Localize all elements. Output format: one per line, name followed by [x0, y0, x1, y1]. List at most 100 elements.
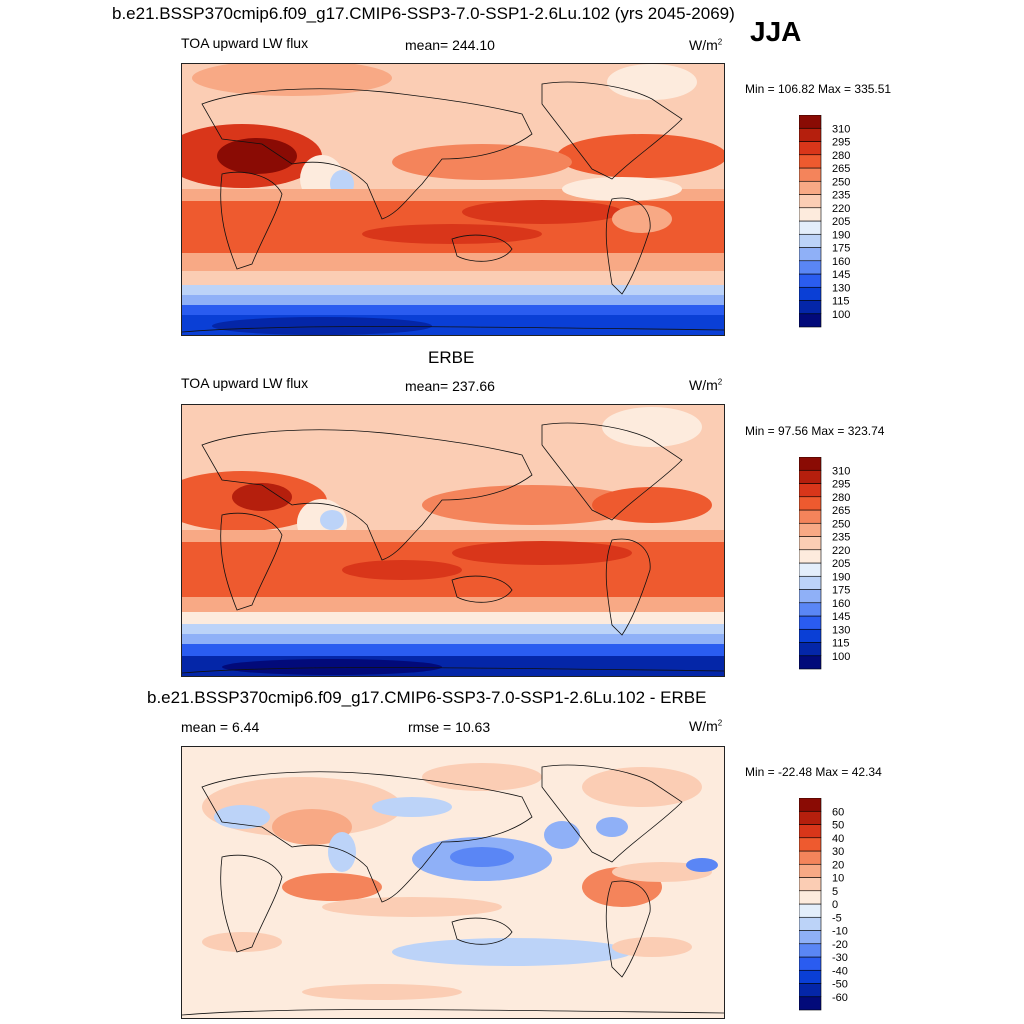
panel3-mean-label: mean = 6.44 [181, 719, 260, 735]
colorbar-2-box [798, 522, 822, 537]
colorbar-2-tick-label: 250 [832, 518, 850, 530]
colorbar-1-tick-label: 160 [832, 256, 850, 268]
panel3-units: W/m2 [689, 718, 723, 734]
colorbar-2-box [798, 536, 822, 551]
colorbar-3-box [798, 930, 822, 945]
colorbar-3: -60 -50 -40 -30 -20 -10 -5 0 5 10 20 30 40 50 60 [798, 797, 879, 1018]
map-panel-2 [181, 404, 725, 677]
colorbar-1-tick-label: 220 [832, 203, 850, 215]
map-model [182, 64, 724, 335]
colorbar-1-tick-label: 295 [832, 137, 850, 149]
colorbar-2-tick-label: 115 [832, 638, 850, 650]
colorbar-1-tick-label: 130 [832, 282, 850, 294]
colorbar-3-tick-label: 30 [832, 846, 844, 858]
colorbar-3-tick-label: 10 [832, 873, 844, 885]
colorbar-1-tick-label: 190 [832, 229, 850, 241]
colorbar-2-box [798, 483, 822, 498]
colorbar-2-box [798, 469, 822, 484]
colorbar-2-box [798, 496, 822, 511]
colorbar-3-box [798, 983, 822, 998]
colorbar-1-tick-label: 235 [832, 190, 850, 202]
colorbar-2-box [798, 628, 822, 643]
colorbar-1-box [798, 273, 822, 288]
colorbar-1-tick-label: 100 [832, 309, 850, 321]
colorbar-3-box [798, 877, 822, 892]
colorbar-2-tick-label: 100 [832, 651, 850, 663]
colorbar-1-box [798, 220, 822, 235]
colorbar-3-tick-label: -10 [832, 926, 848, 938]
colorbar-2-box [798, 602, 822, 617]
panel2-units: W/m2 [689, 377, 723, 393]
colorbar-1-box [798, 180, 822, 195]
colorbar-3-tick-label: 0 [832, 899, 838, 911]
colorbar-2-tick-label: 235 [832, 532, 850, 544]
panel2-left-label: TOA upward LW flux [181, 375, 309, 391]
colorbar-1-tick-label: 280 [832, 150, 850, 162]
map-difference [182, 747, 724, 1018]
colorbar-2: 100 115 130 145 160 175 190 205 220 235 250 265 280 2… [798, 456, 879, 677]
colorbar-1-box [798, 194, 822, 209]
colorbar-3-box [798, 824, 822, 839]
map-panel-1 [181, 63, 725, 336]
colorbar-2-tick-label: 220 [832, 545, 850, 557]
colorbar-3-box [798, 863, 822, 878]
colorbar-1-box [798, 114, 822, 129]
colorbar-3-tick-label: -30 [832, 952, 848, 964]
colorbar-1-tick-label: 145 [832, 269, 850, 281]
colorbar-2-tick-label: 130 [832, 624, 850, 636]
colorbar-1-tick-label: 115 [832, 296, 850, 308]
panel3-rmse-label: rmse = 10.63 [408, 719, 491, 735]
colorbar-1-box [798, 260, 822, 275]
colorbar-3-tick-label: -5 [832, 912, 842, 924]
colorbar-3-box [798, 916, 822, 931]
colorbar-3-tick-label: 60 [832, 806, 844, 818]
colorbar-3-tick-label: -20 [832, 939, 848, 951]
colorbar-3-tick-label: -60 [832, 992, 848, 1004]
colorbar-2-tick-label: 265 [832, 505, 850, 517]
panel1-units: W/m2 [689, 37, 723, 53]
colorbar-1-box [798, 233, 822, 248]
panel3-subtitle: b.e21.BSSP370cmip6.f09_g17.CMIP6-SSP3-7.… [147, 688, 707, 707]
colorbar-2-box [798, 655, 822, 670]
colorbar-1-box [798, 286, 822, 301]
colorbar-3-box [798, 797, 822, 812]
colorbar-3-box [798, 810, 822, 825]
colorbar-1-box [798, 141, 822, 156]
colorbar-3-box [798, 837, 822, 852]
colorbar-2-box [798, 509, 822, 524]
colorbar-3-tick-label: -50 [832, 979, 848, 991]
colorbar-3-box [798, 996, 822, 1011]
panel3-minmax: Min = -22.48 Max = 42.34 [745, 765, 882, 779]
colorbar-2-tick-label: 160 [832, 598, 850, 610]
colorbar-2-tick-label: 190 [832, 571, 850, 583]
map-panel-3 [181, 746, 725, 1019]
colorbar-2-box [798, 575, 822, 590]
colorbar-1-box [798, 167, 822, 182]
colorbar-3-tick-label: 5 [832, 886, 838, 898]
colorbar-3-box [798, 956, 822, 971]
colorbar-3-box [798, 943, 822, 958]
season-label: JJA [750, 16, 802, 47]
colorbar-2-box [798, 562, 822, 577]
colorbar-2-tick-label: 280 [832, 492, 850, 504]
map-erbe [182, 405, 724, 676]
colorbar-3-box [798, 850, 822, 865]
colorbar-2-tick-label: 175 [832, 585, 850, 597]
colorbar-2-box [798, 615, 822, 630]
colorbar-3-tick-label: 50 [832, 820, 844, 832]
panel1-left-label: TOA upward LW flux [181, 35, 309, 51]
colorbar-1-box [798, 300, 822, 315]
colorbar-1-tick-label: 205 [832, 216, 850, 228]
panel2-mean-label: mean= 237.66 [405, 378, 495, 394]
colorbar-2-box [798, 589, 822, 604]
figure-title: b.e21.BSSP370cmip6.f09_g17.CMIP6-SSP3-7.… [112, 4, 735, 23]
colorbar-2-box [798, 642, 822, 657]
panel1-mean-label: mean= 244.10 [405, 37, 495, 53]
colorbar-3-tick-label: -40 [832, 965, 848, 977]
colorbar-1-tick-label: 250 [832, 176, 850, 188]
colorbar-1-tick-label: 175 [832, 243, 850, 255]
colorbar-1-box [798, 154, 822, 169]
